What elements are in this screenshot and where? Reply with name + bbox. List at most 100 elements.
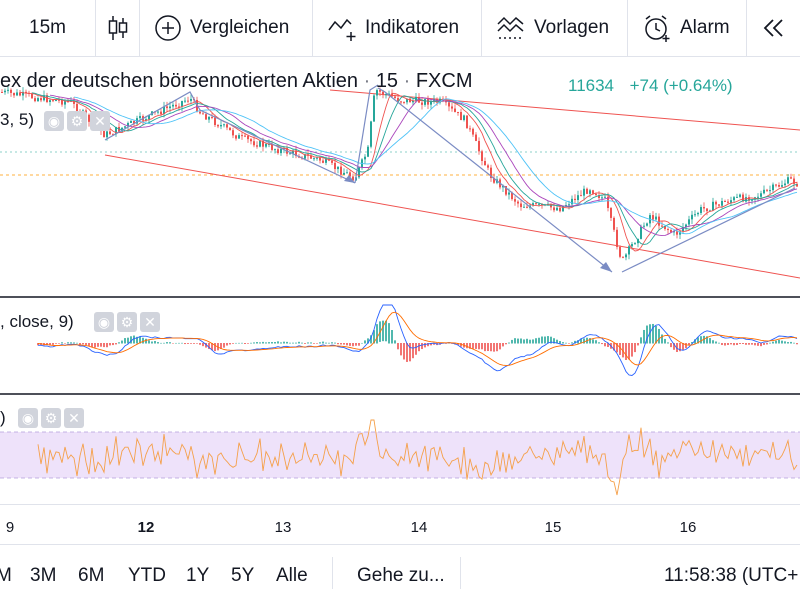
range-3m[interactable]: 3M [30,565,57,586]
macd-histogram-bar [763,343,765,345]
range-1m[interactable]: M [0,565,12,586]
indicators-icon [328,18,356,41]
candle-body [604,196,606,198]
range-ytd[interactable]: YTD [128,565,166,586]
templates-button[interactable]: Vorlagen [482,0,628,56]
macd-histogram-bar [97,343,99,347]
macd-histogram-bar [202,343,204,347]
candle-body [340,166,342,175]
macd-histogram-bar [466,343,468,349]
macd-histogram-bar [193,343,195,344]
macd-histogram-bar [508,342,510,344]
macd-histogram-bar [253,342,255,344]
candle-body [211,116,213,118]
candle-body [736,196,738,198]
eye-icon[interactable]: ◉ [44,111,64,131]
macd-histogram-bar [481,343,483,350]
macd-histogram-bar [121,340,123,344]
candle-body [244,135,246,137]
macd-histogram-bar [421,343,423,350]
candle-body [625,254,627,258]
eye-icon[interactable]: ◉ [18,408,38,428]
macd-histogram-bar [628,343,630,360]
alert-button[interactable]: Alarm [628,0,747,56]
main-legend: ex der deutschen börsennotierten Aktien … [0,70,473,92]
candle-body [178,106,180,108]
macd-histogram-bar [52,343,54,345]
candle-body [196,100,198,112]
candle-body [508,192,510,195]
time-axis[interactable]: 9 12 13 14 15 16 [0,504,800,544]
close-icon[interactable]: ✕ [90,111,110,131]
macd-histogram-bar [541,336,543,344]
macd-histogram-bar [580,338,582,344]
candle-body [67,101,69,103]
rewind-button[interactable] [747,0,800,56]
candle-body [490,167,492,179]
macd-histogram-bar [400,343,402,356]
macd-histogram-bar [292,342,294,344]
macd-histogram-bar [403,343,405,360]
macd-histogram-bar [631,343,633,357]
time-tick: 12 [137,519,155,536]
macd-histogram-bar [415,343,417,355]
compare-button[interactable]: Vergleichen [140,0,313,56]
interval-button[interactable]: 15m [0,0,96,56]
range-5y[interactable]: 5Y [231,565,255,586]
candle-body [688,219,690,225]
macd-histogram-bar [538,337,540,344]
candle-body [739,194,741,197]
indicators-button[interactable]: Indikatoren [313,0,482,56]
close-icon[interactable]: ✕ [64,408,84,428]
macd-histogram-bar [157,342,159,344]
range-1y[interactable]: 1Y [186,565,210,586]
candle-body [343,172,345,175]
macd-histogram-bar [589,338,591,344]
moving-average-line [73,96,798,235]
candle-body [535,203,537,205]
macd-histogram-bar [646,325,648,344]
macd-histogram-bar [343,343,345,345]
chart-type-button[interactable] [96,0,140,56]
macd-histogram-bar [691,342,693,344]
eye-icon[interactable]: ◉ [94,312,114,332]
chart-canvas[interactable] [0,56,800,544]
candle-body [775,184,777,186]
gear-icon[interactable]: ⚙ [41,408,61,428]
candle-body [487,165,489,168]
macd-histogram-bar [649,324,651,344]
macd-histogram-bar [289,342,291,344]
macd-histogram-bar [685,343,687,349]
range-6m[interactable]: 6M [78,565,105,586]
macd-histogram-bar [37,343,39,346]
candle-body [778,184,780,187]
macd-histogram-bar [274,342,276,344]
candle-body [730,200,732,203]
candle-body [379,90,381,92]
candle-body [124,126,126,128]
macd-histogram-bar [190,343,192,344]
macd-histogram-bar [424,343,426,348]
range-all[interactable]: Alle [276,565,308,586]
macd-histogram-bar [640,337,642,344]
close-icon[interactable]: ✕ [140,312,160,332]
candle-body [682,227,684,232]
candle-body [187,100,189,102]
macd-histogram-bar [529,339,531,344]
goto-date-button[interactable]: Gehe zu... [357,565,445,586]
macd-histogram-bar [79,343,81,345]
candle-body [49,100,51,103]
divider [332,557,333,589]
macd-histogram-bar [334,342,336,344]
macd-histogram-bar [340,343,342,345]
candle-body [202,113,204,115]
macd-histogram-bar [85,343,87,346]
gear-icon[interactable]: ⚙ [67,111,87,131]
macd-histogram-bar [181,342,183,344]
candle-body [421,102,423,105]
candle-body [238,135,240,139]
gear-icon[interactable]: ⚙ [117,312,137,332]
chart-area[interactable]: ex der deutschen börsennotierten Aktien … [0,56,800,544]
candle-body [679,231,681,235]
candle-body [157,111,159,113]
